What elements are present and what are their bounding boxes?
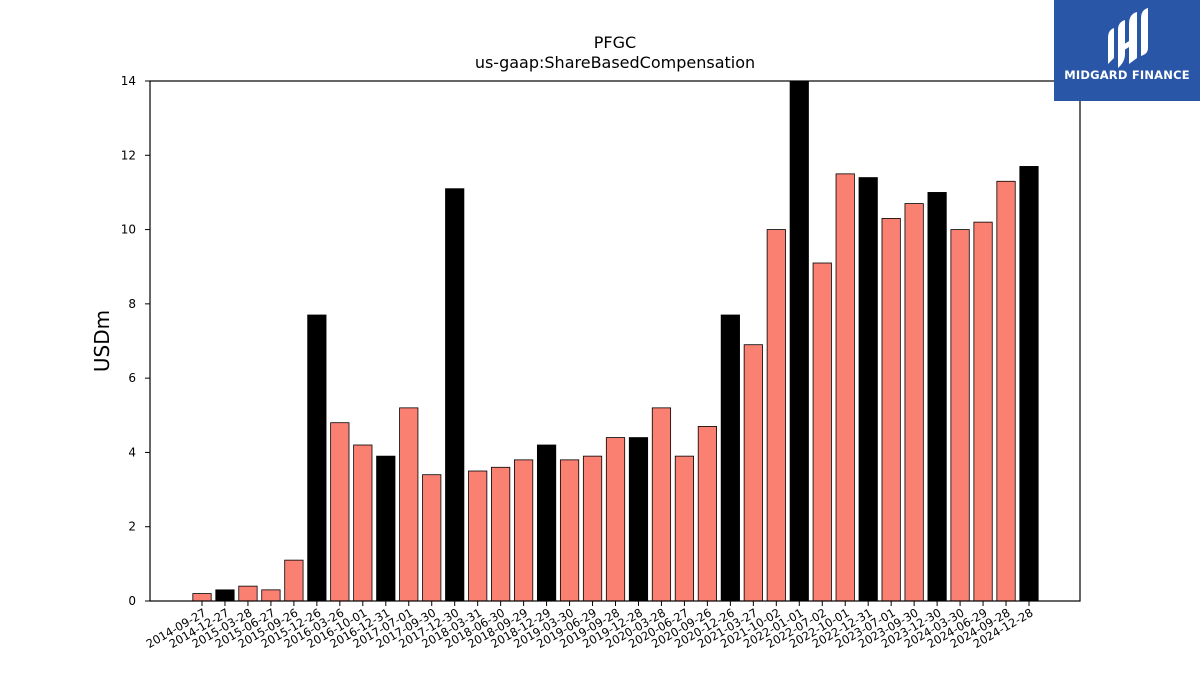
bar [858, 177, 878, 602]
bar [812, 262, 832, 602]
bar [651, 407, 672, 602]
x-axis: 2014-09-272014-12-272015-03-282015-06-27… [144, 601, 1036, 651]
y-axis-label: USDm [90, 310, 114, 372]
bar [491, 466, 511, 602]
bar [973, 221, 993, 602]
bar [743, 344, 763, 602]
y-tick-label: 6 [128, 371, 136, 385]
bar [261, 589, 281, 602]
bar [835, 173, 855, 602]
bar [697, 426, 717, 602]
bar [238, 585, 258, 602]
plot-frame [149, 80, 1081, 602]
bar [789, 80, 809, 602]
y-tick-label: 4 [128, 445, 136, 459]
bar [353, 444, 373, 602]
brand-logo-text: MIDGARD FINANCE [1064, 68, 1190, 82]
bar [468, 470, 488, 602]
bar [422, 474, 442, 602]
bar [215, 589, 235, 602]
bar [536, 444, 557, 602]
bar [284, 559, 304, 602]
y-tick-label: 14 [121, 74, 136, 88]
bar [904, 203, 924, 602]
bar [445, 188, 465, 602]
bar [192, 593, 212, 602]
chart-title: PFGC [594, 33, 636, 52]
bar [674, 455, 695, 602]
bar [307, 314, 327, 602]
bar [1019, 166, 1039, 602]
bar [766, 229, 786, 602]
y-tick-label: 8 [128, 297, 136, 311]
bar [559, 459, 580, 602]
bar [628, 437, 649, 602]
y-tick-label: 10 [121, 223, 136, 237]
bar [881, 218, 901, 602]
bar [950, 229, 970, 602]
bar [605, 437, 626, 602]
bar [927, 192, 947, 602]
brand-logo: MIDGARD FINANCE [1054, 0, 1200, 101]
bar [330, 422, 350, 602]
bar [996, 180, 1016, 602]
bar [376, 455, 396, 602]
y-tick-label: 12 [121, 148, 136, 162]
bar [720, 314, 740, 602]
bar [399, 407, 419, 602]
y-axis: 0 2 4 6 8 10 12 14 [121, 74, 150, 608]
chart-subtitle: us-gaap:ShareBasedCompensation [475, 53, 755, 72]
y-tick-label: 0 [128, 594, 136, 608]
midgard-logo-icon [1108, 8, 1148, 68]
bar [514, 459, 534, 602]
y-tick-label: 2 [128, 520, 136, 534]
bars-group [192, 80, 1039, 602]
bar [582, 455, 603, 602]
